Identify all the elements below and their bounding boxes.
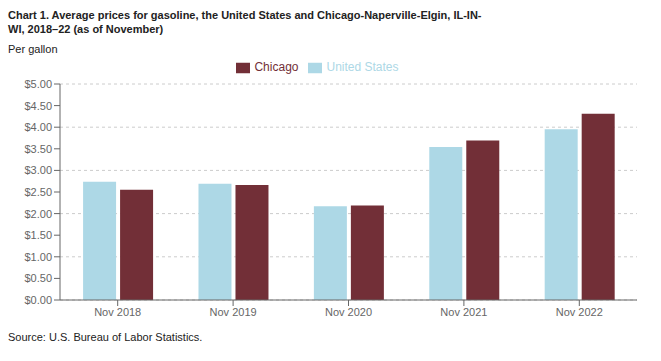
html-text:United States: United States [326,60,399,74]
svg-text:$1.00: $1.00 [24,251,52,263]
svg-text:$2.00: $2.00 [24,208,52,220]
html-text:Source: U.S. Bureau of Labor S: Source: U.S. Bureau of Labor Statistics. [8,331,203,343]
svg-text:Nov 2019: Nov 2019 [210,306,257,318]
svg-text:$3.00: $3.00 [24,164,52,176]
svg-text:Nov 2021: Nov 2021 [440,306,487,318]
svg-text:$0.50: $0.50 [24,272,52,284]
svg-text:$3.50: $3.50 [24,143,52,155]
html-text:Chicago: Chicago [254,60,299,74]
svg-text:$1.50: $1.50 [24,229,52,241]
svg-text:$5.00: $5.00 [24,78,52,90]
html-text:Per gallon: Per gallon [8,43,58,55]
svg-text:$0.00: $0.00 [24,294,52,306]
svg-text:$2.50: $2.50 [24,186,52,198]
html-text:WI, 2018–22 (as of November): WI, 2018–22 (as of November) [8,23,164,35]
svg-text:Nov 2020: Nov 2020 [325,306,372,318]
svg-text:Nov 2018: Nov 2018 [94,306,141,318]
svg-text:$4.50: $4.50 [24,100,52,112]
svg-text:Nov 2022: Nov 2022 [556,306,603,318]
html-text:Chart 1. Average prices for ga: Chart 1. Average prices for gasoline, th… [8,9,482,21]
svg-text:$4.00: $4.00 [24,121,52,133]
